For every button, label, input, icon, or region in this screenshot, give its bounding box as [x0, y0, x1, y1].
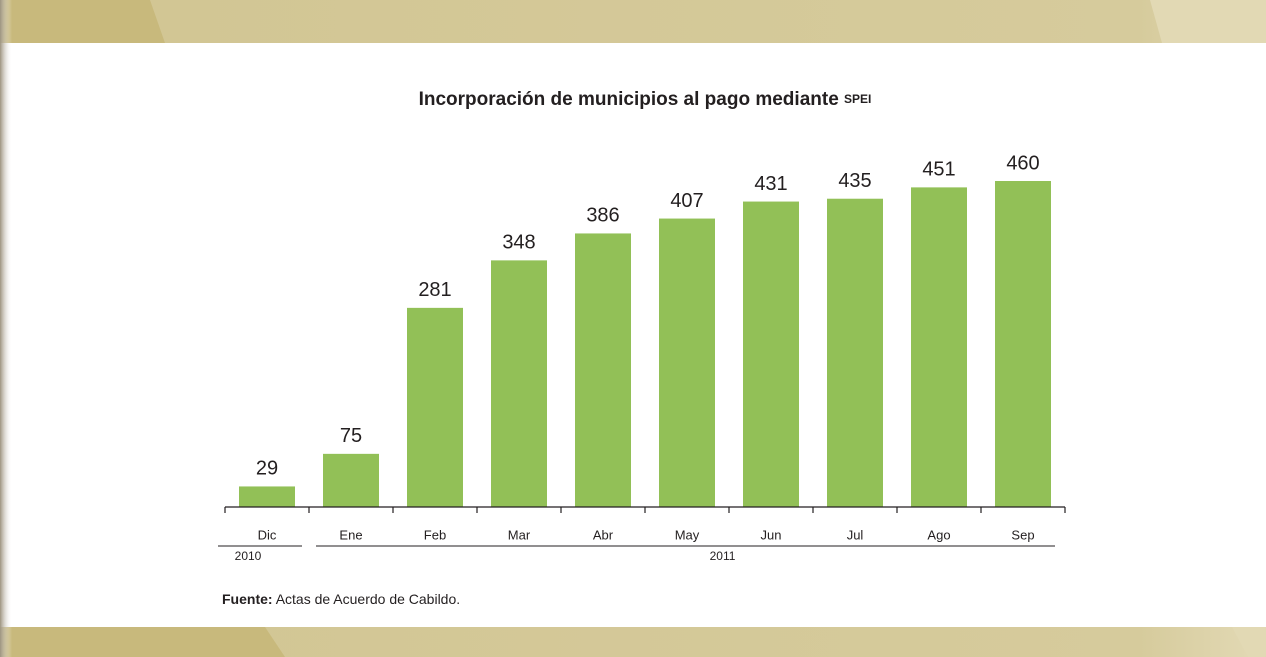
bottom-band-accent: [0, 627, 285, 657]
x-tick-label: Jun: [761, 527, 782, 542]
x-tick-label: Ene: [339, 527, 362, 542]
top-band: [0, 0, 1266, 43]
bar: [323, 453, 379, 507]
value-label: 407: [670, 190, 703, 212]
value-label: 431: [754, 173, 787, 195]
chart-title: Incorporación de municipios al pago medi…: [419, 89, 872, 110]
title-main: Incorporación de municipios al pago medi…: [419, 89, 839, 110]
value-label: 451: [922, 159, 955, 181]
bar: [407, 307, 463, 507]
bar: [995, 181, 1051, 507]
left-shadow: [0, 0, 12, 657]
group-label: 2010: [235, 549, 262, 563]
source-text: Actas de Acuerdo de Cabildo.: [276, 591, 460, 607]
title-acronym: SPEI: [844, 92, 871, 106]
value-label: 435: [838, 170, 871, 192]
value-label: 348: [502, 232, 535, 254]
x-tick-label: Mar: [508, 527, 531, 542]
bar: [911, 187, 967, 507]
top-band-accent: [1150, 0, 1266, 43]
group-label: 2011: [710, 549, 736, 563]
source-label: Fuente:: [222, 591, 273, 607]
source-note: Fuente: Actas de Acuerdo de Cabildo.: [222, 591, 460, 607]
top-band-accent: [0, 0, 165, 43]
x-tick-label: Feb: [424, 527, 446, 542]
x-tick-label: Dic: [258, 527, 277, 542]
x-tick-label: Jul: [847, 527, 864, 542]
bar: [491, 260, 547, 507]
x-tick-label: Ago: [927, 527, 950, 542]
bar: [659, 218, 715, 508]
x-tick-label: May: [675, 527, 700, 542]
value-label: 460: [1006, 152, 1039, 174]
value-label: 75: [340, 425, 362, 447]
bottom-band-accent: [1232, 627, 1266, 657]
value-label: 281: [418, 279, 451, 301]
bar: [575, 233, 631, 507]
bar: [743, 201, 799, 507]
x-tick-label: Sep: [1011, 527, 1034, 542]
bar: [239, 486, 295, 507]
bar: [827, 198, 883, 507]
value-label: 29: [256, 458, 278, 480]
x-tick-label: Abr: [593, 527, 614, 542]
value-label: 386: [586, 205, 619, 227]
